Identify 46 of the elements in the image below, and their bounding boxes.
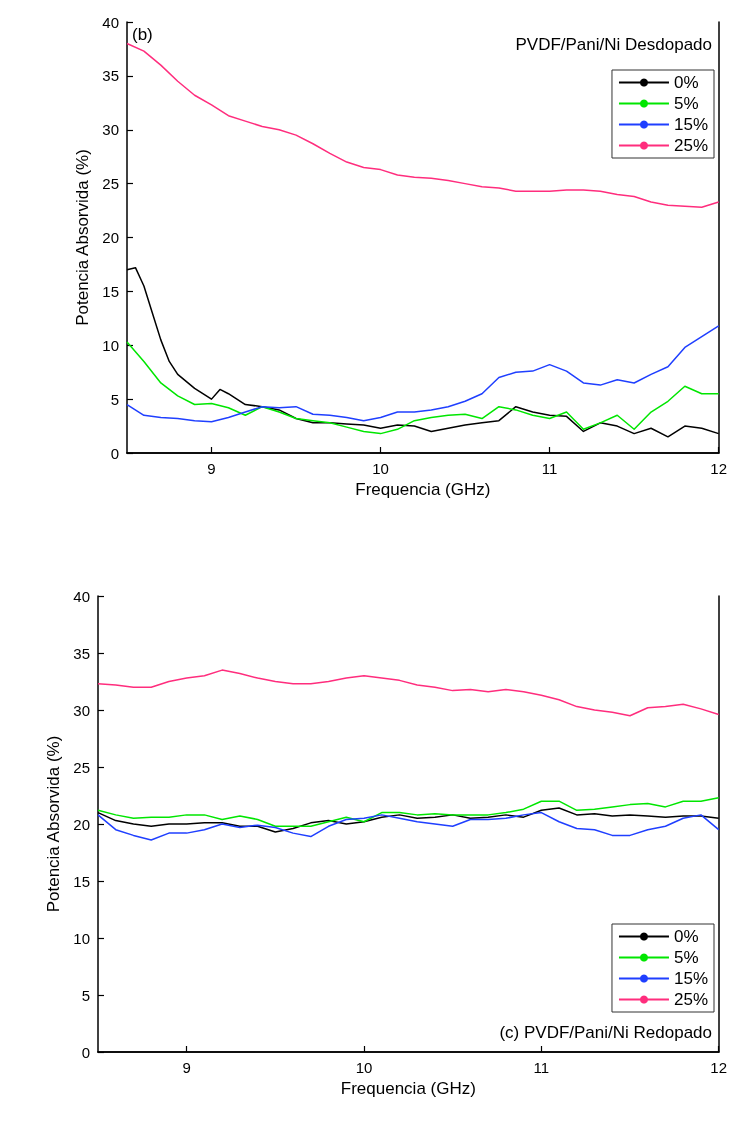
y-tick-label: 30: [102, 121, 119, 139]
line-series: [97, 797, 720, 828]
x-tick-label: 9: [207, 460, 216, 477]
y-tick-label: 40: [102, 13, 119, 31]
y-tick-label: 5: [110, 390, 119, 408]
x-axis-title: Frequencia (GHz): [355, 480, 491, 499]
line-series: [97, 669, 720, 717]
legend-label: 0%: [673, 927, 699, 946]
y-tick-label: 10: [73, 929, 90, 947]
y-tick-label: 20: [73, 815, 90, 833]
y-tick-label: 40: [73, 587, 90, 605]
y-tick-label: 15: [73, 872, 90, 890]
x-tick-label: 9: [182, 1059, 191, 1076]
line-series: [126, 325, 720, 423]
legend-label: 15%: [673, 969, 709, 988]
y-tick-label: 15: [102, 282, 119, 300]
y-tick-label: 35: [73, 644, 90, 662]
x-axis-title: Frequencia (GHz): [340, 1079, 476, 1098]
y-tick-label: 0: [81, 1043, 90, 1061]
legend-label: 25%: [673, 990, 709, 1009]
y-tick-label: 35: [102, 67, 119, 85]
x-tick-label: 11: [533, 1059, 550, 1076]
legend-label: 0%: [673, 73, 699, 92]
y-tick-label: 5: [81, 986, 90, 1004]
line-series: [97, 811, 720, 841]
legend-label: 25%: [673, 136, 709, 155]
y-tick-label: 25: [102, 175, 119, 193]
x-tick-label: 10: [372, 460, 389, 477]
annotation: PVDF/Pani/Ni Desdopado: [515, 35, 712, 54]
annotation: (c) PVDF/Pani/Ni Redopado: [499, 1023, 712, 1042]
y-axis-title: Potencia Absorvida (%): [44, 735, 63, 913]
y-tick-label: 0: [110, 444, 119, 462]
y-tick-label: 30: [73, 701, 90, 719]
y-tick-label: 20: [102, 229, 119, 246]
x-tick-label: 12: [710, 1059, 727, 1076]
annotation: (b): [132, 25, 153, 44]
y-tick-label: 10: [102, 336, 119, 354]
legend-label: 5%: [673, 94, 699, 113]
line-series: [126, 341, 720, 435]
y-axis-title: Potencia Absorvida (%): [73, 149, 92, 326]
x-tick-label: 12: [710, 460, 727, 477]
legend-label: 5%: [673, 948, 699, 967]
y-tick-label: 25: [73, 758, 90, 776]
x-tick-label: 10: [355, 1059, 373, 1076]
legend-label: 15%: [673, 115, 709, 134]
x-tick-label: 11: [541, 460, 558, 477]
